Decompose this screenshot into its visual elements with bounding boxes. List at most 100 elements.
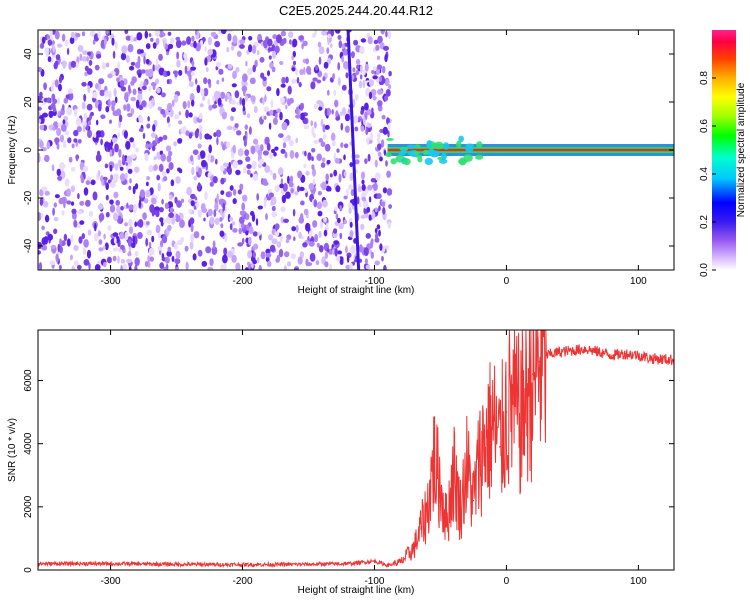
noise-blob — [292, 50, 296, 58]
noise-blob — [243, 166, 247, 174]
noise-blob — [376, 133, 381, 138]
noise-blob — [300, 213, 304, 221]
y-tick-label: 0 — [23, 147, 34, 153]
noise-blob — [105, 106, 110, 113]
noise-blob — [39, 197, 44, 206]
noise-blob — [239, 97, 242, 105]
noise-blob — [79, 53, 83, 61]
noise-blob — [257, 149, 263, 156]
noise-blob — [128, 185, 132, 191]
noise-blob — [207, 78, 211, 85]
noise-blob — [81, 101, 86, 110]
noise-blob — [271, 211, 278, 218]
noise-blob — [247, 250, 253, 259]
noise-blob — [235, 262, 241, 270]
noise-blob — [276, 241, 282, 248]
noise-blob — [220, 190, 225, 196]
noise-blob — [343, 219, 348, 224]
noise-blob — [173, 94, 179, 103]
noise-blob — [90, 179, 96, 186]
noise-blob — [357, 185, 362, 193]
noise-blob — [331, 140, 336, 147]
snr-series-line — [38, 330, 674, 569]
noise-blob — [191, 166, 195, 176]
noise-blob — [280, 216, 285, 224]
noise-blob — [285, 76, 289, 84]
noise-blob — [341, 43, 345, 50]
noise-blob — [196, 84, 201, 94]
noise-blob — [326, 159, 331, 165]
noise-blob — [318, 138, 323, 143]
noise-blob — [385, 160, 388, 167]
noise-blob — [131, 242, 136, 249]
noise-blob — [221, 211, 225, 220]
noise-blob — [62, 104, 65, 111]
noise-blob — [368, 79, 374, 87]
noise-blob — [316, 79, 322, 84]
noise-blob — [288, 181, 294, 188]
noise-blob — [124, 222, 128, 227]
noise-blob — [71, 166, 76, 172]
noise-blob — [232, 198, 237, 205]
noise-blob — [228, 162, 231, 169]
noise-blob — [159, 262, 165, 269]
figure-title: C2E5.2025.244.20.44.R12 — [279, 3, 433, 18]
noise-blob — [305, 170, 310, 176]
noise-blob — [216, 193, 219, 203]
noise-blob — [168, 212, 175, 218]
noise-blob — [244, 124, 249, 130]
snr-point — [459, 509, 462, 511]
noise-blob — [42, 201, 49, 208]
noise-blob — [69, 36, 75, 45]
noise-blob — [262, 76, 267, 82]
noise-blob — [52, 44, 55, 53]
noise-blob — [317, 41, 322, 48]
noise-blob — [242, 194, 248, 202]
snr-point — [109, 562, 112, 565]
noise-blob — [89, 30, 96, 37]
noise-blob — [166, 116, 170, 124]
noise-blob — [145, 58, 150, 65]
noise-blob — [188, 73, 192, 82]
noise-blob — [148, 142, 153, 149]
noise-blob — [62, 140, 67, 149]
noise-blob — [267, 70, 270, 77]
noise-blob — [56, 127, 62, 137]
noise-blob — [280, 30, 286, 37]
noise-blob — [166, 168, 170, 174]
noise-blob — [328, 186, 332, 192]
noise-blob — [363, 247, 369, 257]
noise-blob — [344, 125, 350, 133]
noise-blob — [352, 67, 356, 73]
noise-blob — [117, 255, 120, 264]
noise-blob — [129, 65, 135, 71]
snr-point — [175, 563, 178, 566]
noise-blob — [130, 34, 134, 43]
noise-blob — [280, 97, 285, 104]
noise-blob — [372, 96, 377, 101]
noise-blob — [340, 122, 344, 131]
noise-blob — [104, 242, 109, 251]
noise-blob — [227, 63, 233, 70]
noise-blob — [77, 193, 80, 200]
noise-blob — [321, 157, 326, 163]
noise-blob — [367, 153, 371, 162]
noise-blob — [114, 163, 119, 171]
noise-blob — [360, 74, 363, 80]
noise-blob — [168, 122, 171, 128]
noise-blob — [54, 137, 60, 144]
snr-point — [624, 352, 626, 355]
noise-blob — [367, 184, 373, 191]
noise-blob — [305, 58, 309, 65]
noise-blob — [283, 218, 289, 223]
noise-blob — [269, 169, 273, 176]
noise-blob — [100, 138, 103, 146]
noise-blob — [385, 89, 391, 97]
noise-blob — [147, 68, 154, 78]
noise-blob — [105, 30, 109, 35]
noise-blob — [356, 64, 360, 70]
noise-blob — [55, 253, 59, 263]
noise-blob — [232, 35, 238, 45]
noise-blob — [355, 58, 361, 66]
noise-blob — [303, 163, 307, 168]
